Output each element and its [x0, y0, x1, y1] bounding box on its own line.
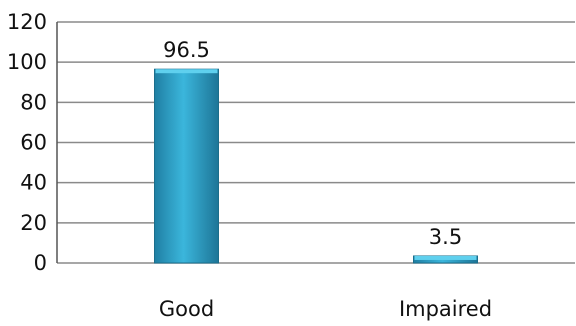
gridlines — [56, 21, 575, 264]
y-axis-ticks: 0 20 40 60 80 100 120 — [7, 10, 47, 275]
data-label-impaired: 3.5 — [429, 225, 462, 249]
category-label-impaired: Impaired — [399, 297, 492, 321]
bar-top-highlight — [414, 255, 477, 260]
bars — [154, 68, 478, 264]
y-tick-label: 40 — [20, 171, 47, 195]
y-tick-label: 100 — [7, 50, 47, 74]
y-tick-label: 120 — [7, 10, 47, 34]
bar-top-highlight — [155, 69, 218, 74]
y-tick-label: 80 — [20, 90, 47, 114]
bar-body — [154, 68, 219, 264]
y-tick-label: 0 — [34, 251, 47, 275]
bar-good — [154, 68, 219, 264]
data-label-good: 96.5 — [163, 38, 210, 62]
y-tick-label: 20 — [20, 211, 47, 235]
data-labels: 96.5 3.5 — [163, 38, 462, 249]
bar-impaired — [413, 255, 478, 264]
y-tick-label: 60 — [20, 131, 47, 155]
category-label-good: Good — [159, 297, 214, 321]
x-axis-categories: Good Impaired — [159, 297, 492, 321]
